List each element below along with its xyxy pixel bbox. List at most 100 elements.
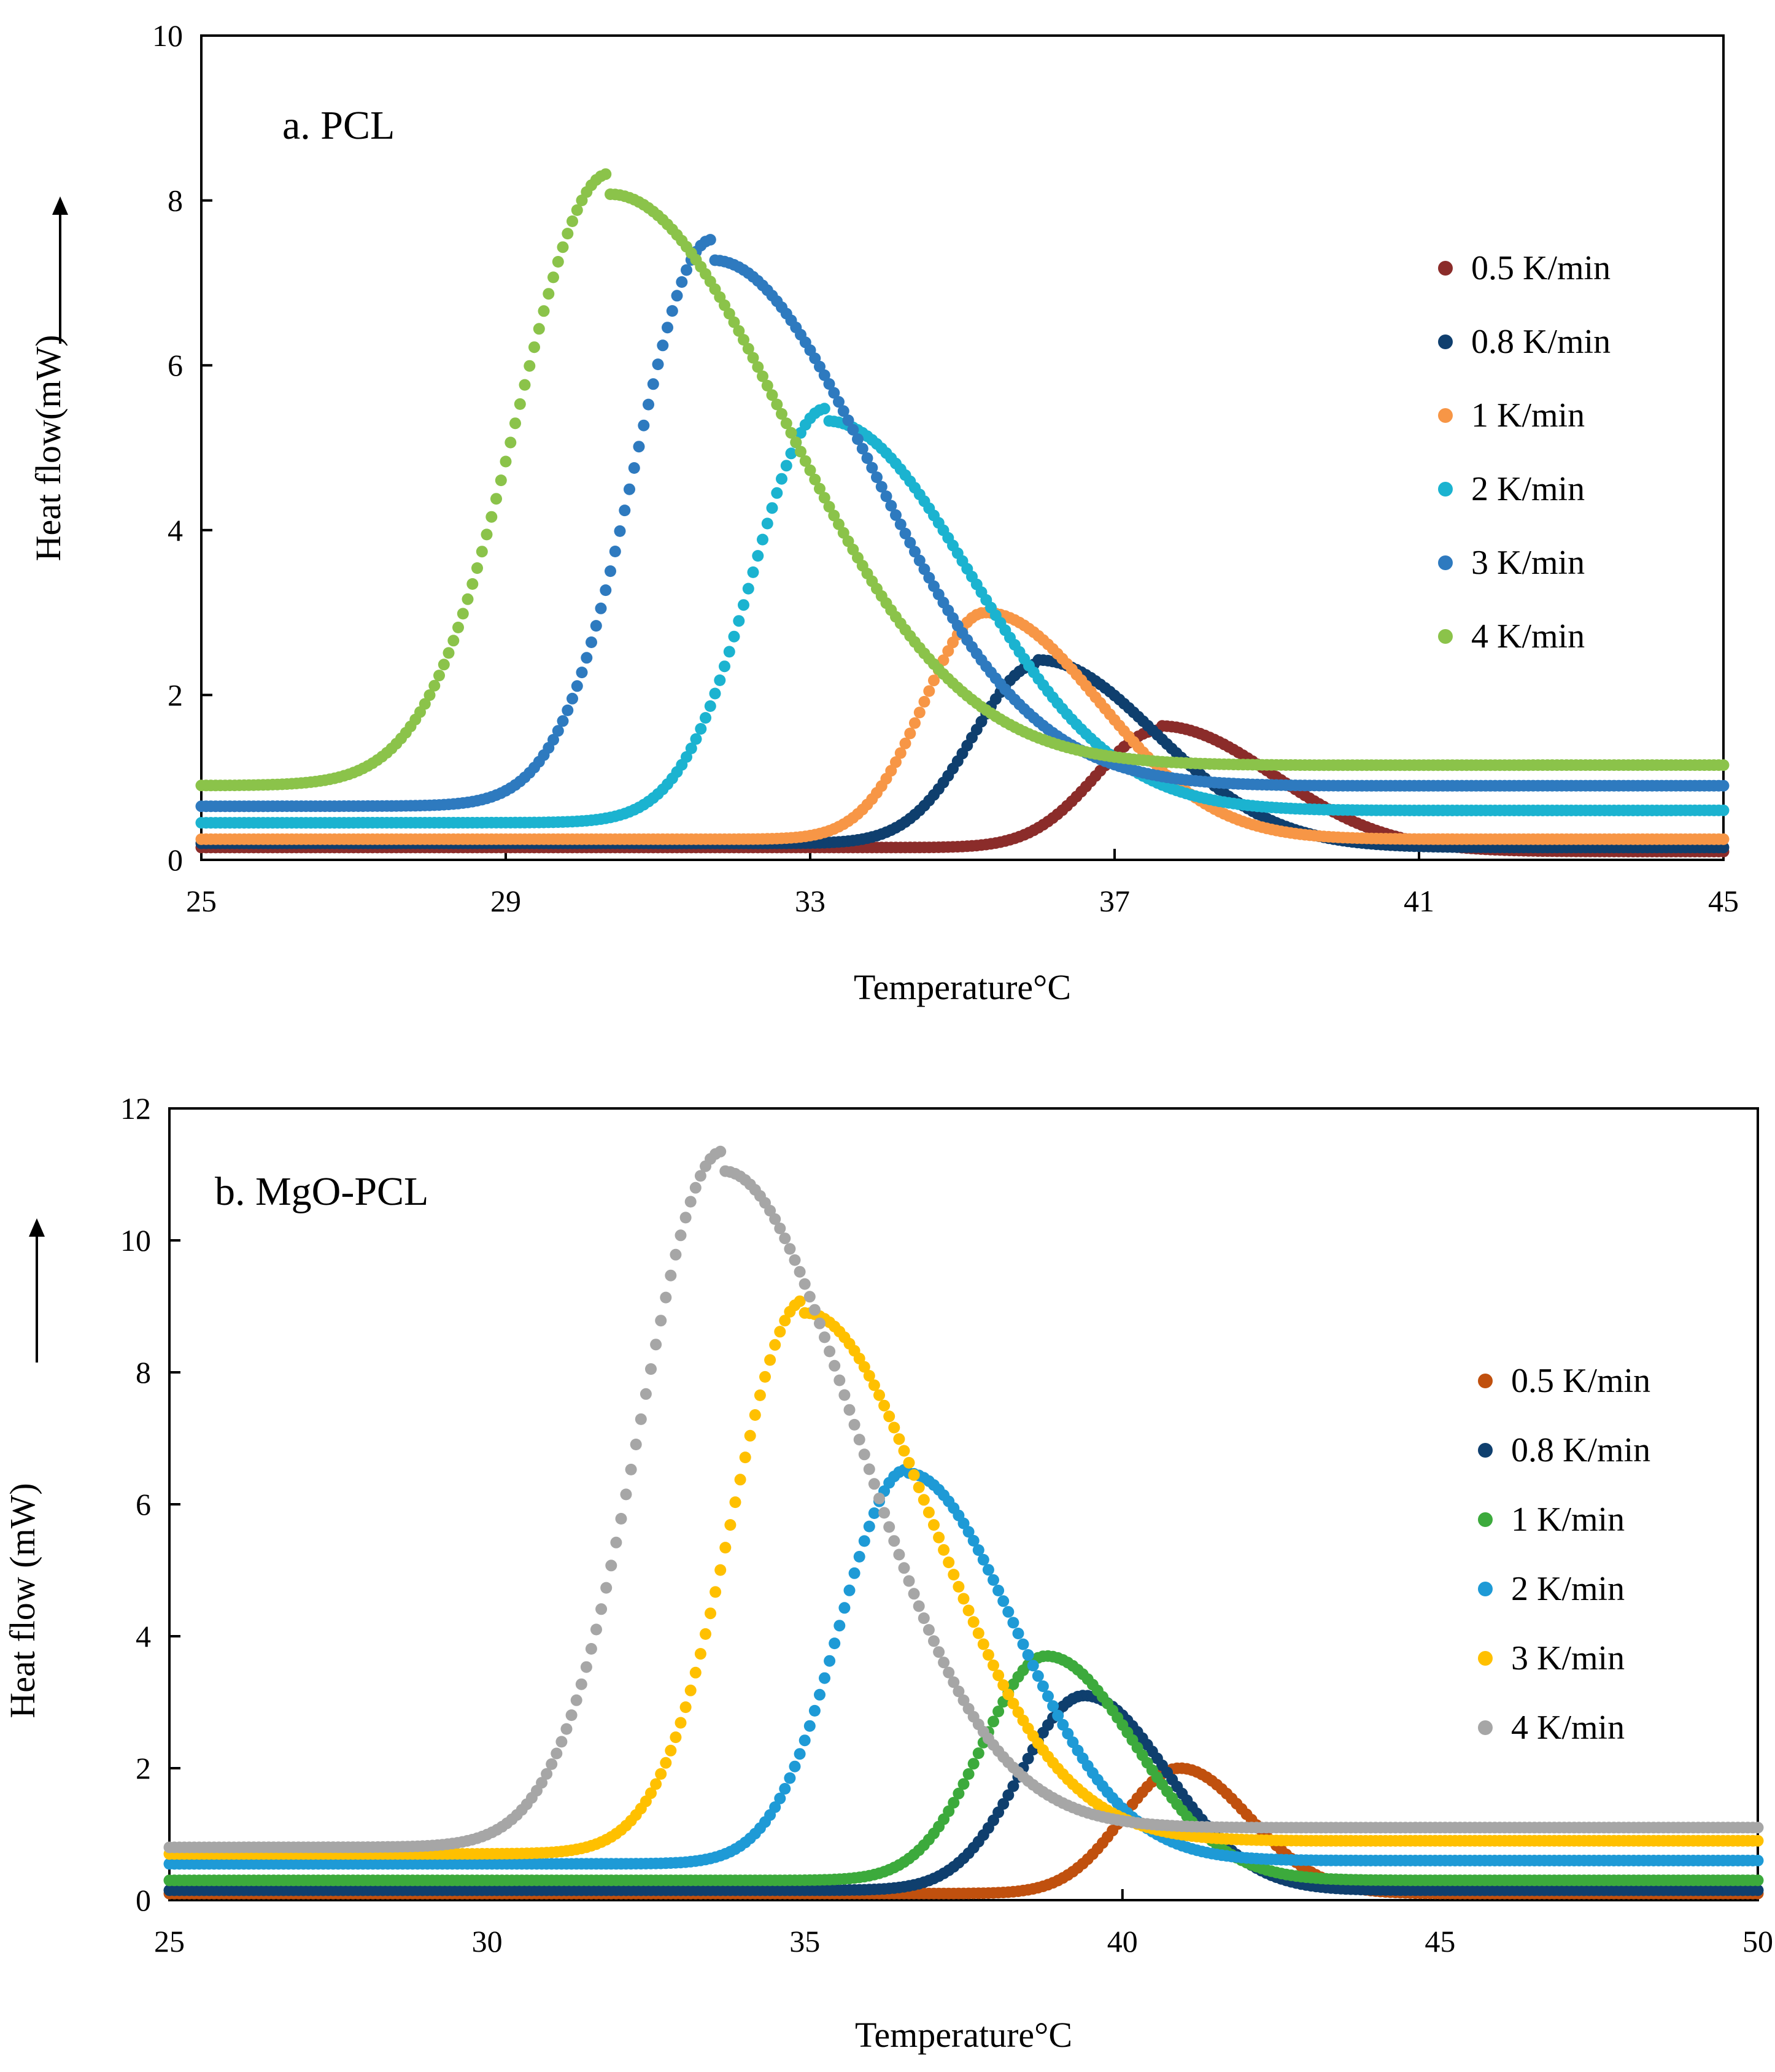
data-point (780, 417, 792, 430)
data-point (650, 1339, 662, 1351)
data-point (466, 578, 479, 590)
data-point (738, 599, 749, 611)
data-point (600, 1582, 613, 1594)
data-point (838, 1389, 851, 1401)
data-point (789, 1254, 801, 1266)
data-point (847, 423, 859, 436)
data-point (888, 1421, 900, 1434)
data-point (447, 635, 460, 647)
data-point (675, 1717, 687, 1729)
data-point (695, 723, 707, 735)
data-point (1022, 1752, 1034, 1765)
data-point (824, 1655, 836, 1667)
data-point (809, 473, 821, 485)
data-point (837, 405, 849, 417)
legend-marker (1478, 1720, 1493, 1735)
data-point (600, 168, 612, 180)
data-point (452, 621, 464, 633)
data-point (719, 1542, 732, 1554)
y-axis-title: Heat flow (mW) (2, 1483, 42, 1718)
data-point (957, 1593, 970, 1605)
data-point (1752, 1855, 1764, 1866)
data-point (1752, 1822, 1764, 1834)
legend-marker (1478, 1582, 1493, 1596)
data-point (744, 1429, 756, 1442)
data-point (681, 264, 692, 276)
data-point (992, 1585, 1005, 1596)
data-point (903, 1575, 915, 1587)
data-point (500, 455, 512, 468)
data-point (1002, 1688, 1015, 1701)
data-point (710, 1586, 722, 1598)
data-point (747, 566, 759, 578)
data-point (764, 1205, 776, 1217)
data-point (967, 1534, 980, 1547)
legend-marker (1478, 1651, 1493, 1666)
y-tick-label: 12 (120, 1091, 151, 1126)
data-point (878, 1507, 891, 1519)
data-point (700, 712, 711, 724)
data-point (679, 1212, 692, 1224)
data-point (962, 1768, 975, 1780)
data-point (790, 436, 802, 449)
data-point (552, 256, 564, 268)
panel-label: a. PCL (282, 103, 395, 148)
data-point (992, 1706, 1005, 1717)
data-point (988, 1659, 999, 1671)
data-point (913, 554, 926, 566)
data-point (953, 1685, 965, 1698)
data-point (724, 1519, 737, 1531)
data-point (913, 1482, 925, 1493)
data-point (689, 1666, 702, 1679)
data-point (774, 1223, 786, 1234)
data-point (957, 1694, 970, 1706)
data-point (779, 1783, 791, 1795)
data-point (575, 1678, 587, 1690)
data-point (462, 593, 474, 605)
y-tick-label: 2 (168, 678, 183, 712)
data-point (922, 1624, 935, 1636)
data-point (909, 546, 921, 558)
data-point (471, 562, 483, 574)
data-point (552, 725, 564, 737)
data-point (586, 636, 597, 648)
data-point (536, 1777, 548, 1789)
data-point (547, 271, 559, 284)
legend: 0.5 K/min 0.8 K/min 1 K/min 2 K/min 3 K/min 4… (1478, 1362, 1650, 1747)
data-point (967, 1758, 980, 1770)
data-point (982, 1564, 994, 1576)
data-point (913, 1600, 925, 1612)
data-point (873, 1493, 885, 1504)
data-point (769, 1213, 781, 1225)
data-point (779, 1315, 791, 1327)
data-point (948, 1796, 960, 1809)
data-point (709, 687, 721, 700)
data-point (977, 1553, 989, 1566)
data-point (1032, 1670, 1044, 1682)
data-point (419, 698, 431, 710)
x-tick-label: 45 (1425, 1924, 1455, 1958)
x-axis-title: Temperature°C (854, 967, 1071, 1007)
data-point (652, 358, 664, 371)
legend-marker (1438, 408, 1453, 423)
data-point (670, 1731, 682, 1744)
data-point (581, 652, 593, 664)
data-point (908, 1469, 920, 1481)
y-tick-label: 2 (136, 1751, 151, 1785)
data-point (842, 414, 854, 427)
data-point (918, 695, 930, 708)
data-point (868, 1379, 880, 1391)
data-point (690, 733, 702, 745)
data-point (776, 473, 787, 485)
data-point (764, 1354, 776, 1366)
data-point (1717, 804, 1730, 816)
data-point (1752, 1884, 1764, 1896)
data-point (771, 487, 783, 499)
data-point (580, 1661, 592, 1673)
data-point (918, 1612, 930, 1625)
data-point (443, 647, 455, 659)
series-3-k-min (195, 234, 1730, 813)
panel-a-chart: 25 29 33 37 41 45 0 2 4 6 8 10 a. PCL 0.5 K/min 0.8 K/… (28, 18, 1739, 1007)
data-point (640, 1388, 652, 1400)
data-point (829, 1359, 841, 1372)
